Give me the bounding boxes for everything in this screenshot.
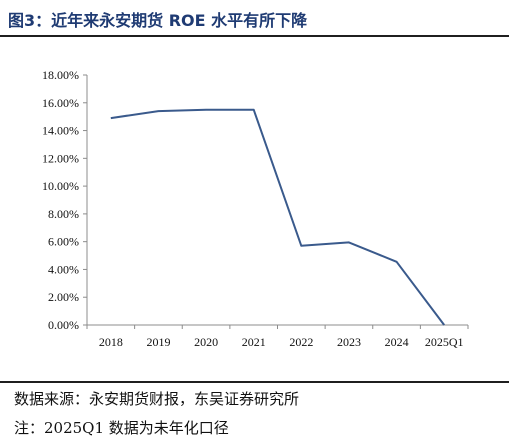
- y-axis: 0.00% 2.00% 4.00% 6.00% 8.00% 10.00% 12.00% 14.…: [42, 68, 88, 332]
- y-tick-label: 2.00%: [48, 290, 79, 304]
- series-line: [110, 108, 445, 326]
- source-note: 数据来源：永安期货财报，东吴证券研究所: [14, 390, 300, 408]
- x-tick-label: 2022: [289, 335, 313, 349]
- x-tick-label: 2025Q1: [425, 335, 464, 349]
- x-tick-label: 2020: [194, 335, 218, 349]
- x-tick-label: 2018: [99, 335, 123, 349]
- y-tick-label: 18.00%: [42, 68, 79, 82]
- y-tick-label: 6.00%: [48, 235, 79, 249]
- x-tick-label: 2021: [242, 335, 266, 349]
- y-tick-label: 4.00%: [48, 262, 79, 276]
- line-chart: 0.00% 2.00% 4.00% 6.00% 8.00% 10.00% 12.00% 14.…: [42, 68, 469, 349]
- y-tick-label: 12.00%: [42, 151, 79, 165]
- x-tick-label: 2019: [146, 335, 170, 349]
- x-tick-label: 2023: [337, 335, 361, 349]
- series-layer: [110, 108, 445, 326]
- title-rule: [0, 35, 509, 37]
- footnote: 注：2025Q1 数据为未年化口径: [14, 419, 229, 437]
- y-tick-label: 14.00%: [42, 124, 79, 138]
- x-tick-label: 2024: [385, 335, 409, 349]
- footer-rule: [0, 381, 509, 383]
- x-axis: 2018 2019 2020 2021 2022 2023 2024 2025Q1: [86, 324, 469, 349]
- y-tick-label: 0.00%: [48, 318, 79, 332]
- y-tick-label: 16.00%: [42, 96, 79, 110]
- y-tick-label: 10.00%: [42, 179, 79, 193]
- figure-title: 图3：近年来永安期货 ROE 水平有所下降: [8, 11, 308, 30]
- y-tick-label: 8.00%: [48, 207, 79, 221]
